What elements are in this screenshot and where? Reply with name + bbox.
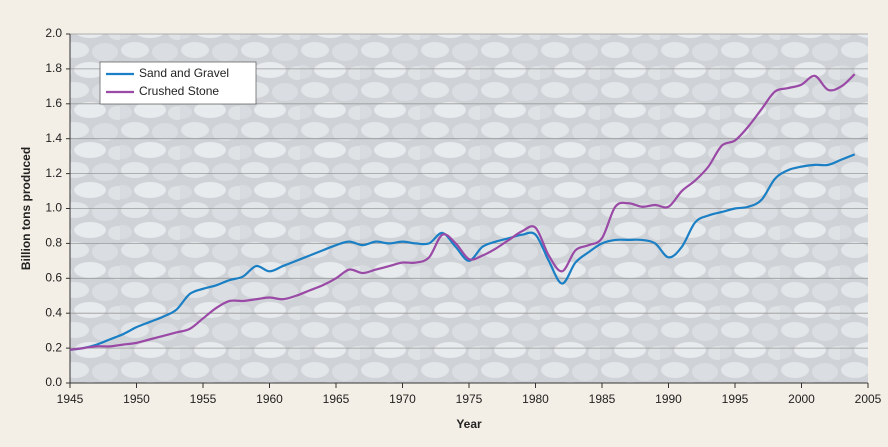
y-tick-label: 2.0 [45,26,62,40]
y-tick-label: 0.8 [45,236,62,250]
x-tick-label: 1985 [589,392,616,406]
x-axis-title: Year [456,417,482,431]
series-line [69,153,856,351]
legend-box [99,61,257,105]
y-tick-label: 0.2 [45,340,62,354]
legend-label: Sand and Gravel [139,66,229,80]
x-tick-label: 1965 [323,392,350,406]
y-tick-label: 1.4 [45,131,62,145]
x-tick-label: 1960 [256,392,283,406]
y-axis-title: Billion tons produced [19,147,33,270]
x-tick-label: 1955 [190,392,217,406]
series-line [69,73,856,351]
x-tick-label: 1975 [456,392,483,406]
x-tick-label: 1945 [57,392,84,406]
x-tick-label: 1980 [522,392,549,406]
y-tick-label: 0.4 [45,305,62,319]
y-tick-label: 1.0 [45,201,62,215]
x-tick-label: 1990 [655,392,682,406]
y-tick-label: 1.6 [45,96,62,110]
x-tick-label: 2005 [855,392,882,406]
y-tick-label: 1.8 [45,61,62,75]
y-tick-label: 0.6 [45,270,62,284]
x-tick-label: 2000 [788,392,815,406]
x-tick-label: 1950 [123,392,150,406]
y-tick-label: 1.2 [45,166,62,180]
legend-label: Crushed Stone [139,84,219,98]
x-tick-label: 1995 [722,392,749,406]
x-tick-label: 1970 [389,392,416,406]
y-tick-label: 0.0 [45,375,62,389]
